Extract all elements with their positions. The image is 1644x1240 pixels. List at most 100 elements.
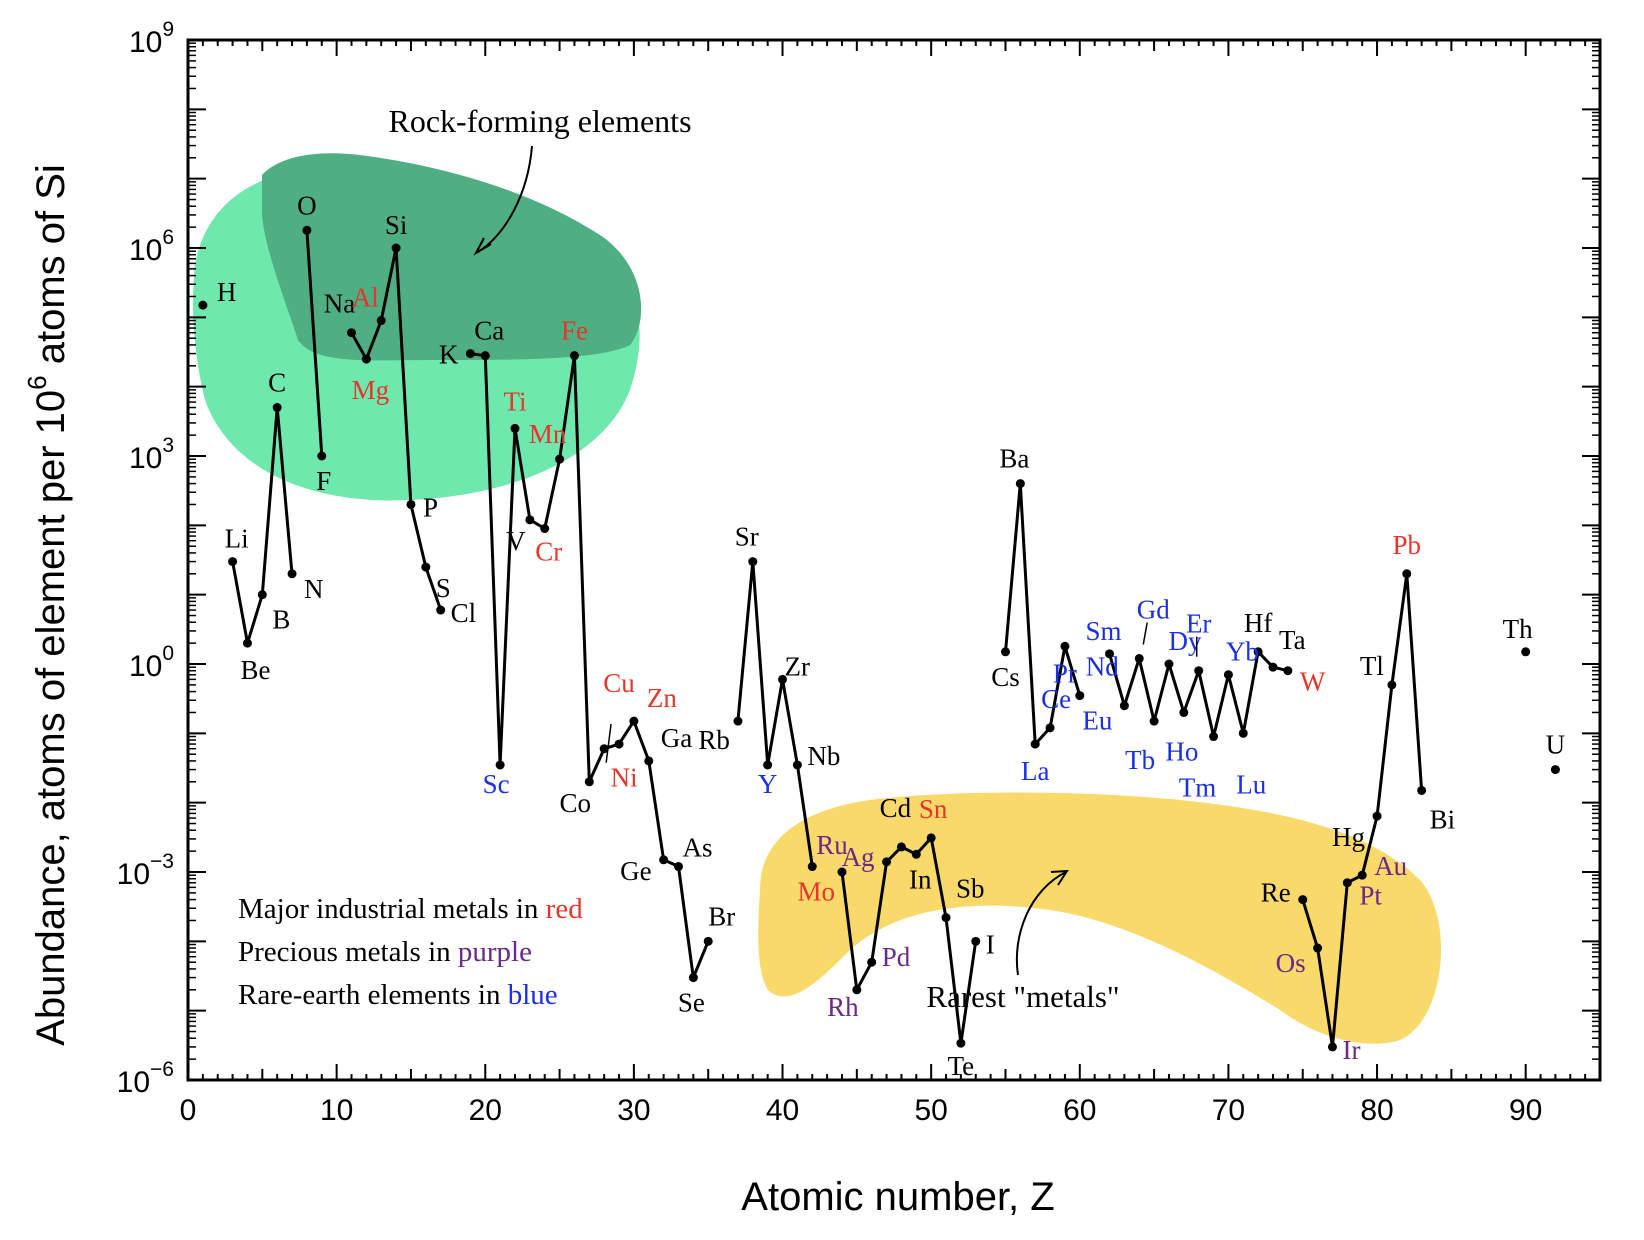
element-label: K — [439, 340, 459, 370]
element-label: Ce — [1041, 684, 1071, 714]
element-label: Ir — [1342, 1035, 1360, 1065]
element-label: Na — [324, 289, 355, 319]
y-axis-label: Abundance, atoms of element per 106 atom… — [22, 164, 73, 1046]
legend-note: Major industrial metals in red — [238, 893, 583, 925]
element-label: Co — [560, 788, 592, 818]
element-label: Ag — [842, 842, 875, 872]
data-point — [956, 1038, 966, 1048]
x-tick-label: 70 — [1212, 1094, 1245, 1127]
data-point — [1268, 662, 1278, 672]
element-label: Ga — [661, 723, 692, 753]
data-point — [1372, 811, 1382, 821]
data-point — [629, 716, 639, 726]
data-point — [1387, 680, 1397, 690]
element-label: Nd — [1086, 652, 1119, 682]
element-label: Bi — [1430, 804, 1456, 834]
data-point — [867, 957, 877, 967]
data-point — [792, 760, 802, 770]
data-point — [465, 349, 475, 359]
highlight-regions — [193, 153, 1442, 1044]
data-point — [673, 862, 683, 872]
y-tick-label: 100 — [129, 642, 174, 683]
element-label: Si — [385, 210, 408, 240]
element-label: Th — [1503, 614, 1533, 644]
data-point — [911, 849, 921, 859]
data-point — [421, 562, 431, 572]
element-label: Ge — [620, 856, 651, 886]
rarest-metals-arrowhead — [1050, 869, 1069, 886]
rarest-metals-region — [758, 792, 1442, 1044]
element-label: I — [986, 929, 995, 959]
data-point — [584, 777, 594, 787]
element-label: Tb — [1125, 745, 1155, 775]
data-point — [317, 451, 327, 461]
data-point — [1521, 647, 1531, 657]
element-label: Fe — [561, 316, 588, 346]
element-label: Yb — [1226, 637, 1259, 667]
data-point — [1105, 649, 1115, 659]
element-label: Sc — [483, 769, 510, 799]
rarest-metals-label: Rarest "metals" — [926, 979, 1119, 1014]
x-tick-label: 80 — [1360, 1094, 1393, 1127]
element-label: Os — [1276, 948, 1306, 978]
element-label: Cu — [603, 668, 635, 698]
data-point — [480, 351, 490, 361]
data-point — [1313, 943, 1323, 953]
data-point — [1015, 479, 1025, 489]
x-tick-label: 0 — [180, 1094, 197, 1127]
element-label: Cd — [880, 793, 912, 823]
data-point — [257, 590, 267, 600]
abundance-line — [840, 836, 978, 1045]
annotations: Rock-forming elements Rarest "metals" — [388, 103, 1119, 1014]
element-label: Eu — [1082, 706, 1112, 736]
data-point — [540, 524, 550, 534]
axis-ticks: 0 10 20 30 40 50 60 70 80 90 10−6 10−3 100 103 106 109 — [117, 18, 1601, 1127]
rock-forming-label: Rock-forming elements — [388, 103, 691, 139]
y-tick-label: 10−6 — [117, 1058, 174, 1099]
data-point — [659, 855, 669, 865]
data-point — [703, 936, 713, 946]
data-point — [1253, 647, 1263, 657]
data-point — [391, 243, 401, 253]
element-label: Re — [1261, 878, 1291, 908]
data-point — [1134, 654, 1144, 664]
data-point — [614, 739, 624, 749]
element-label: Se — [678, 988, 705, 1018]
element-label: B — [272, 605, 290, 635]
data-point — [1238, 728, 1248, 738]
element-label: Lu — [1236, 769, 1266, 799]
element-label: C — [268, 368, 286, 398]
element-label: Cr — [535, 537, 562, 567]
element-label: W — [1300, 667, 1326, 697]
data-point — [272, 403, 282, 413]
data-point — [242, 638, 252, 648]
element-label: P — [423, 492, 438, 522]
element-label: Sb — [956, 874, 985, 904]
element-label: Mo — [797, 877, 835, 907]
element-label: Zr — [785, 651, 810, 681]
y-tick-label: 10−3 — [117, 850, 174, 891]
x-tick-label: 40 — [766, 1094, 799, 1127]
data-point — [346, 328, 356, 338]
data-point — [971, 936, 981, 946]
element-label: Sr — [735, 522, 759, 552]
data-point — [510, 423, 520, 433]
element-label: Zn — [647, 683, 677, 713]
data-point — [1327, 1042, 1337, 1052]
data-point — [778, 674, 788, 684]
element-label: Tm — [1179, 773, 1217, 803]
x-tick-label: 50 — [914, 1094, 947, 1127]
element-label: Pr — [1053, 658, 1077, 688]
rarest-metals-arrow — [1015, 871, 1067, 976]
element-label: Sn — [919, 794, 948, 824]
data-point — [733, 716, 743, 726]
abundance-line — [1004, 482, 1082, 746]
x-tick-label: 10 — [320, 1094, 353, 1127]
element-labels: H Li BeB C N O F Na Mg Al Si P SCl K Ca Sc Ti V Cr Mn Fe Co Ni… — [217, 190, 1565, 1081]
element-label: N — [304, 574, 324, 604]
element-label: Mg — [352, 375, 390, 405]
data-point — [941, 913, 951, 923]
data-point — [1550, 765, 1560, 775]
element-label: Ti — [503, 386, 526, 416]
element-label: Rb — [698, 725, 730, 755]
